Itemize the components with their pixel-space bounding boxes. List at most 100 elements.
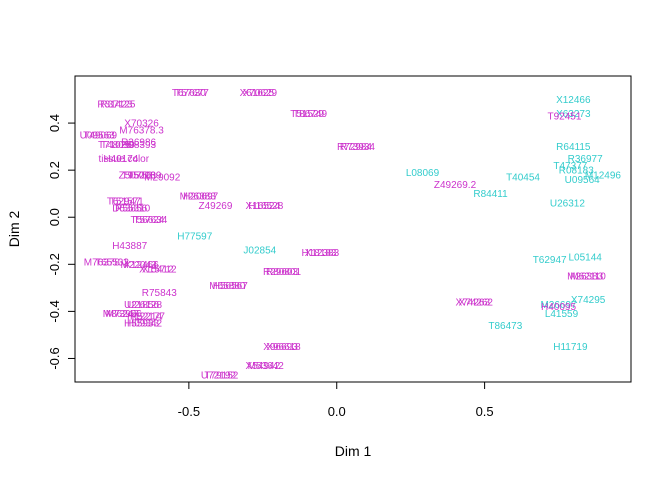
point-label: Z49269.2	[434, 180, 477, 191]
point-label: X74295	[571, 295, 606, 306]
point-label: H43887	[112, 241, 147, 252]
point-label: D63856	[112, 203, 147, 214]
point-label: R55310	[115, 203, 150, 214]
point-label: H20697	[183, 192, 218, 203]
point-label: T92451	[547, 112, 581, 123]
point-label: T56624	[130, 215, 164, 226]
point-label: X96693	[263, 342, 298, 353]
point-label: T52269	[128, 170, 162, 181]
point-label: X74262	[458, 297, 493, 308]
point-label: L08069	[406, 168, 440, 179]
point-label: T48099	[101, 140, 135, 151]
y-tick-label: -0.4	[47, 300, 62, 322]
point-label: X96618	[266, 342, 301, 353]
point-label: H40174	[103, 154, 138, 165]
point-label: R52177	[130, 312, 165, 323]
point-label: R29603	[263, 267, 298, 278]
point-label: R36986	[121, 137, 156, 148]
point-label: M86247	[103, 309, 140, 320]
point-label: T57677	[175, 88, 209, 99]
point-label: T51571	[110, 196, 144, 207]
point-label: X63273	[556, 109, 591, 120]
point-label: U26128	[127, 300, 162, 311]
point-label: R64115	[556, 142, 591, 153]
point-label: U72192	[201, 370, 236, 381]
point-label: M26383	[567, 272, 604, 283]
point-label: X70629	[243, 88, 278, 99]
point-label: M22043	[121, 260, 158, 271]
point-label: R72984	[337, 142, 372, 153]
y-tick-label: 0.2	[47, 161, 62, 179]
point-label: M73996	[106, 309, 143, 320]
point-label: H77597	[177, 232, 212, 243]
point-label: T95018	[122, 170, 156, 181]
point-label: H18183	[301, 248, 336, 259]
x-tick-label: 0.0	[328, 404, 346, 419]
point-label: T67630	[172, 88, 206, 99]
point-label: H55933	[124, 319, 159, 330]
y-tick-label: 0.4	[47, 114, 62, 132]
point-label: X16524	[246, 201, 281, 212]
point-label: R75843	[142, 288, 177, 299]
point-label: T40454	[506, 173, 540, 184]
point-label: M65880	[209, 281, 246, 292]
point-label: U21856	[124, 300, 159, 311]
point-label: M76378.1	[84, 257, 129, 268]
point-label: T49069	[83, 130, 117, 141]
point-label: X54942	[246, 361, 281, 372]
point-label: M76378.3	[119, 126, 164, 137]
point-label: R08183	[559, 166, 594, 177]
point-label: Z50753	[119, 170, 153, 181]
point-label: T71025	[98, 140, 132, 151]
point-label: U09563	[80, 130, 115, 141]
x-tick-label: 0.5	[476, 404, 494, 419]
point-label: L41559	[545, 309, 579, 320]
point-label: Z49269	[199, 201, 233, 212]
point-label: T62947	[107, 196, 141, 207]
point-label: X12466	[124, 260, 159, 271]
point-label: X15412	[139, 265, 174, 276]
point-label: H12214	[127, 312, 162, 323]
y-tick-label: -0.2	[47, 253, 62, 275]
point-label: X12383	[305, 248, 340, 259]
point-label: H40095	[541, 302, 576, 313]
point-label: H56567	[213, 281, 248, 292]
point-label: M12496	[585, 170, 622, 181]
y-tick-label: 0.0	[47, 208, 62, 226]
point-label: H08393	[121, 140, 156, 151]
point-label: X70326	[124, 119, 159, 130]
point-label: T65532	[95, 257, 129, 268]
point-label: U09564	[565, 175, 600, 186]
point-label: H16528	[248, 201, 283, 212]
point-label: X12466	[556, 95, 591, 106]
point-label: J02854	[243, 246, 276, 257]
y-axis: -0.6 -0.4 -0.2 0.0 0.2 0.4	[47, 114, 76, 370]
point-label: R37125	[100, 100, 135, 111]
x-tick-label: -0.5	[178, 404, 200, 419]
y-axis-title: Dim 2	[6, 211, 22, 248]
point-label: M26697	[540, 300, 577, 311]
point-label: T47377	[553, 161, 587, 172]
point-label: T57634	[133, 215, 167, 226]
point-label: R36977	[568, 154, 603, 165]
point-label: R73934	[340, 142, 375, 153]
point-label: M62110	[570, 272, 606, 283]
point-label: T79152	[204, 370, 238, 381]
point-label: M53642	[248, 361, 285, 372]
point-label: L05144	[568, 253, 602, 264]
point-label: H09342	[127, 319, 162, 330]
point-label: T51529	[290, 109, 324, 120]
point-label: M29092	[144, 173, 181, 184]
point-label: X74263	[456, 297, 491, 308]
x-axis: -0.5 0.0 0.5	[178, 381, 494, 419]
point-label: R84411	[473, 189, 508, 200]
point-label: T62947	[533, 255, 567, 266]
point-label: R31423	[97, 100, 132, 111]
point-label: U26312	[550, 199, 585, 210]
point-label: tissue.color	[99, 154, 150, 165]
point-label: H11719	[553, 342, 588, 353]
x-axis-title: Dim 1	[335, 443, 372, 459]
point-label: X61625	[240, 88, 275, 99]
